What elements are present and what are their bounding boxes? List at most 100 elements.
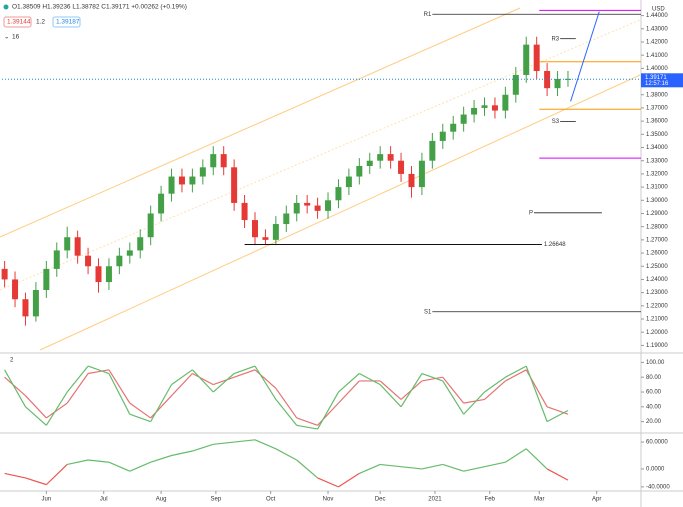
y-tick-label: 1.26000 [646,251,668,257]
pivot-label: R1 [424,12,432,18]
x-tick-label: Nov [323,497,334,503]
y-tick-label: 60.00 [646,390,662,396]
y-tick-label: 1.34000 [646,145,668,151]
candle-body [502,94,509,111]
series-segment [45,391,68,426]
candle-body [147,213,154,238]
pivot-label: R3 [551,36,559,42]
series-segment [359,372,381,386]
series-segment [505,365,527,378]
candle-body [429,140,436,161]
series-segment [66,365,89,393]
series-segment [254,369,277,389]
y-tick-label: 1.25000 [646,264,668,270]
series-segment [4,472,26,479]
series-segment [400,373,423,408]
indicator-value: 1.2 [36,19,45,26]
candle-body [272,224,279,240]
series-segment [233,365,256,375]
x-tick-label: Mar [534,497,544,503]
candle-body [64,237,71,251]
series-segment [380,463,402,468]
series-segment [442,463,464,472]
series-segment [129,402,152,419]
candle-body [523,44,530,75]
y-tick-label: 1.31000 [646,185,668,191]
candle-body [377,154,384,161]
channel-line [39,74,641,351]
candle-body [199,167,206,177]
series-segment [421,376,443,382]
candle-body [126,250,133,256]
series-segment [213,376,235,386]
candle-body [533,44,540,72]
price-box [641,73,683,88]
series-segment [338,380,360,404]
series-segment [317,402,339,426]
series-segment [66,373,89,404]
y-tick-label: 60.0000 [646,440,668,446]
y-tick-label: 1.35000 [646,132,668,138]
candle-body [471,107,478,115]
series-segment [67,459,89,466]
candle-body [262,237,269,240]
series-segment [192,372,214,386]
y-tick-label: 1.29000 [646,211,668,217]
indicator-value: 1.39187 [56,19,80,26]
candle-body [491,105,498,111]
series-segment [275,448,298,461]
candle-body [53,250,60,269]
candle-body [241,202,248,221]
candle-body [220,154,227,168]
series-segment [191,369,214,393]
candle-body [293,202,300,214]
y-tick-label: 1.33000 [646,158,668,164]
candle-body [418,160,425,188]
series-segment [505,369,527,382]
y-tick-label: 1.32000 [646,171,668,177]
series-segment [25,395,47,419]
y-tick-label: 1.27000 [646,237,668,243]
series-segment [25,406,47,426]
indicator-toggle[interactable]: ⌄ [4,34,9,41]
series-segment [213,441,235,445]
series-segment [484,376,506,393]
y-tick-label: 1.20000 [646,330,668,336]
x-tick-label: Feb [485,497,496,503]
series-segment [108,369,131,404]
channel-line [0,7,521,238]
y-tick-label: 1.22000 [646,303,668,309]
y-tick-label: 40.00 [646,404,662,410]
support-label: 1.26648 [544,242,566,248]
series-segment [254,439,277,450]
indicator-box[interactable] [52,16,81,28]
series-segment [212,373,235,393]
candle-body [356,165,363,177]
y-tick-label: 1.38000 [646,92,668,98]
series-segment [275,387,298,419]
series-segment [87,369,110,375]
candle-body [189,176,196,185]
series-segment [4,369,26,408]
y-tick-label: 1.40000 [646,66,668,72]
drawing-line [570,11,600,102]
series-segment [254,365,277,400]
series-segment [234,439,256,443]
x-tick-label: Dec [375,497,386,503]
candle-body [116,255,123,267]
series-segment [442,380,465,415]
series-segment [359,463,381,474]
x-tick-label: 2021 [428,497,442,503]
y-tick-label: 1.24000 [646,277,668,283]
series-segment [317,391,339,430]
indicator-box[interactable] [3,16,32,28]
y-tick-label: 20.00 [646,419,662,425]
candle-body [460,114,467,124]
series-segment [296,459,318,479]
candle-body [12,279,19,300]
candle-body [335,187,342,201]
y-tick-label: 0.0000 [646,467,665,473]
candle-body [544,71,551,89]
